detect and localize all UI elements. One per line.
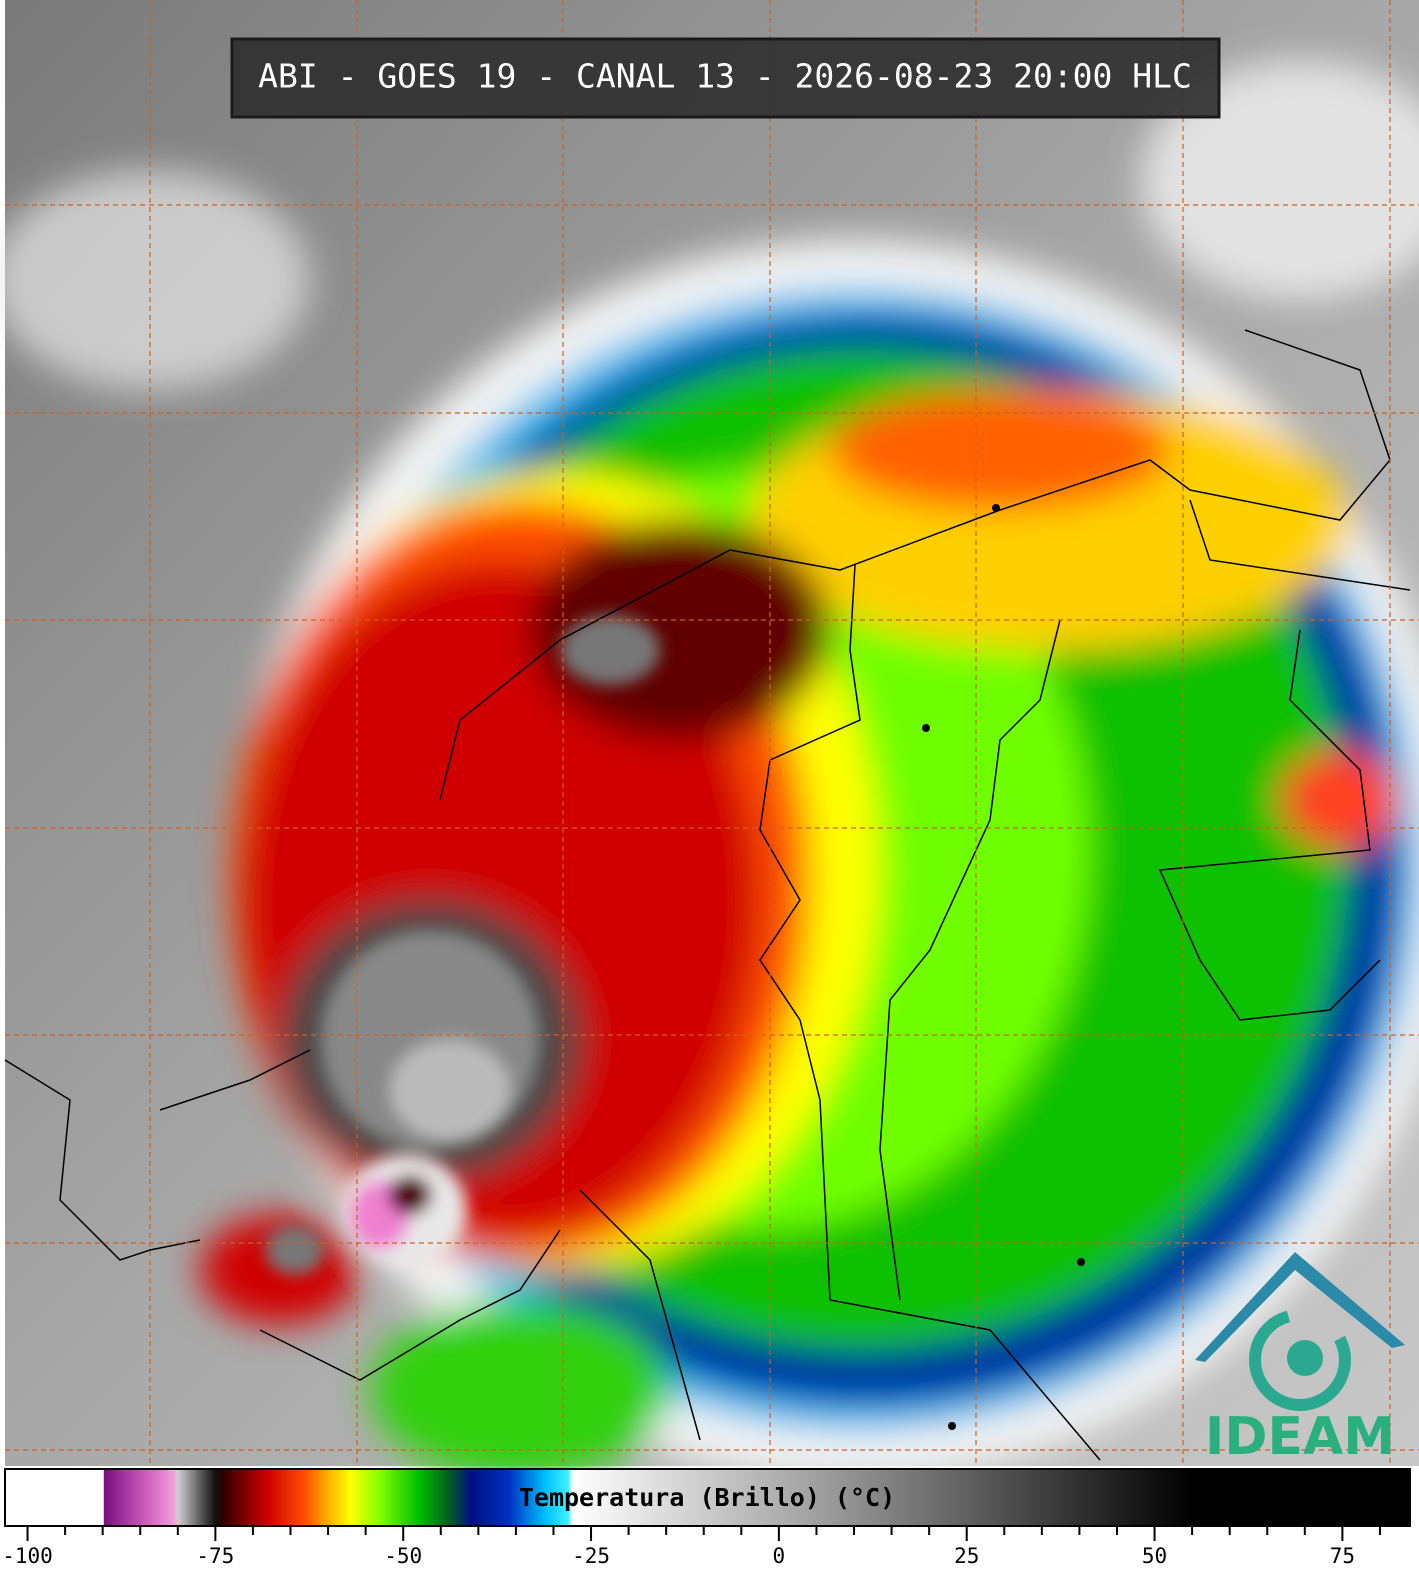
- tick-label: -75: [196, 1544, 234, 1568]
- logo-text: IDEAM: [1205, 1407, 1395, 1467]
- tick-label: -25: [572, 1544, 610, 1568]
- tick-label: -50: [384, 1544, 422, 1568]
- imagery: [0, 0, 1419, 1480]
- title: ABI - GOES 19 - CANAL 13 - 2026-08-23 20…: [258, 57, 1192, 96]
- tick-label: 0: [773, 1544, 786, 1568]
- logo: IDEAM: [1195, 1252, 1405, 1467]
- title-box: ABI - GOES 19 - CANAL 13 - 2026-08-23 20…: [230, 37, 1221, 119]
- tick-label: 75: [1330, 1544, 1355, 1568]
- tick-label: 50: [1142, 1544, 1167, 1568]
- colorbar-label: Temperatura (Brillo) (°C): [519, 1483, 895, 1512]
- tick-label: -100: [2, 1544, 53, 1568]
- colorbar: Temperatura (Brillo) (°C) -100 -75 -50 -25 0…: [2, 1468, 1411, 1568]
- tick-label: 25: [954, 1544, 979, 1568]
